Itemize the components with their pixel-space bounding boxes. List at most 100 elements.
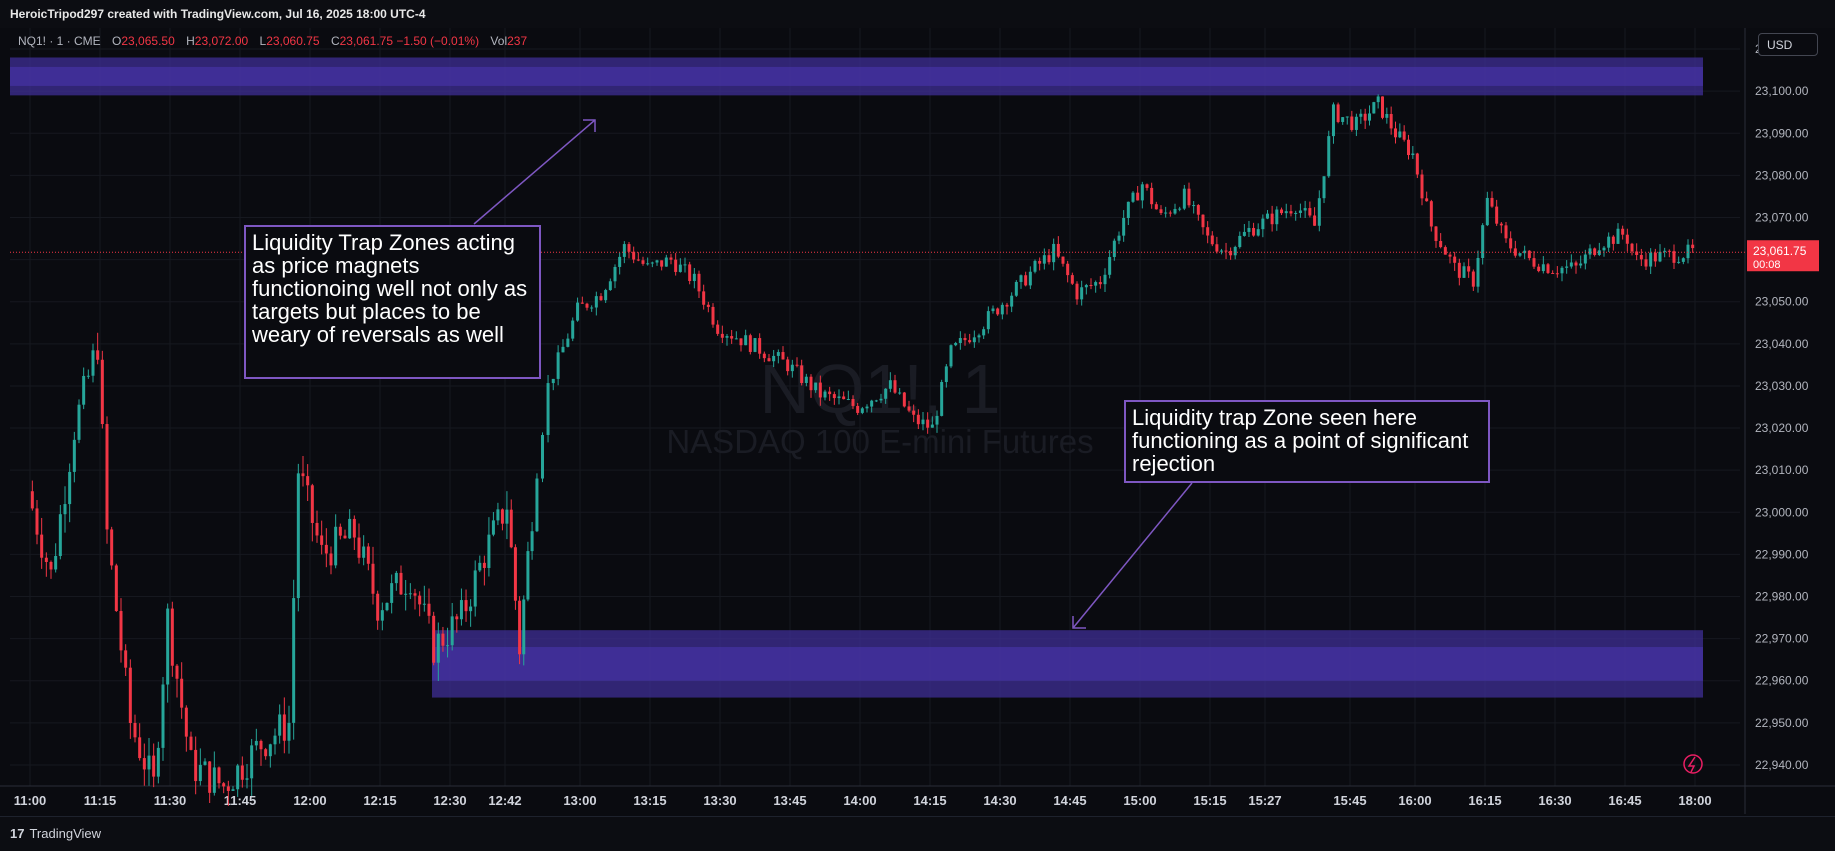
price-chart[interactable]: 22,940.00 22,950.00 22,960.00 22,970.00 22,9…	[0, 28, 1835, 814]
candle-body	[491, 520, 495, 535]
candle-body	[40, 534, 44, 558]
candle-body	[870, 400, 874, 407]
candle-body	[1047, 255, 1051, 263]
liquidity-zone-core	[10, 66, 1703, 86]
candle-body	[408, 593, 412, 595]
candle-body	[921, 419, 925, 425]
symbol-label[interactable]: NQ1! · 1 · CME	[18, 34, 101, 48]
candle-body	[940, 382, 944, 416]
candle-body	[259, 740, 263, 750]
candle-body	[692, 273, 696, 282]
candle-body	[1453, 256, 1457, 263]
candle-body	[1398, 131, 1402, 138]
candle-body	[166, 608, 170, 685]
candle-body	[292, 598, 296, 723]
candle-body	[110, 529, 114, 566]
candle-body	[879, 398, 883, 401]
annotation-bottom[interactable]: Liquidity trap Zone seen here functionin…	[1124, 400, 1490, 483]
candle-body	[968, 340, 972, 343]
candle-body	[278, 714, 282, 736]
annotation-top[interactable]: Liquidity Trap Zones acting as price mag…	[244, 225, 541, 379]
candle-body	[1560, 267, 1564, 274]
countdown-value: 00:08	[1753, 259, 1781, 271]
candle-body	[1532, 258, 1536, 267]
x-tick-label: 16:30	[1538, 793, 1571, 808]
candle-body	[963, 338, 967, 341]
candle-body	[301, 473, 305, 477]
candle-body	[1233, 246, 1237, 256]
x-tick-label: 13:00	[563, 793, 596, 808]
candle-body	[1376, 96, 1380, 103]
candle-body	[972, 337, 976, 343]
candle-body	[49, 561, 53, 570]
candle-body	[949, 345, 953, 367]
candle-body	[1415, 153, 1419, 175]
candle-body	[1363, 113, 1367, 121]
candle-body	[541, 434, 544, 479]
candle-body	[91, 350, 95, 376]
candle-body	[1350, 116, 1354, 130]
candle-body	[1616, 228, 1620, 244]
candle-body	[138, 737, 142, 759]
candle-body	[1385, 113, 1389, 118]
candle-body	[1644, 259, 1648, 267]
candle-body	[1098, 282, 1102, 285]
candle-body	[1331, 104, 1335, 137]
candle-body	[977, 335, 981, 338]
y-tick-label: 23,050.00	[1755, 295, 1809, 309]
watermark-name: NASDAQ 100 E-mini Futures	[666, 423, 1093, 460]
candle-body	[1476, 257, 1480, 287]
x-tick-label: 16:15	[1468, 793, 1501, 808]
candle-body	[413, 593, 417, 596]
candle-body	[1658, 251, 1662, 262]
candle-body	[1420, 174, 1424, 199]
currency-button[interactable]: USD	[1758, 33, 1818, 56]
tradingview-logo[interactable]: 17 TradingView	[10, 826, 101, 841]
candle-body	[1303, 208, 1307, 211]
candle-body	[184, 707, 188, 737]
candle-body	[296, 473, 300, 599]
candle-body	[1407, 139, 1410, 156]
arrow-head-bottom	[1072, 616, 1086, 629]
candle-body	[1588, 248, 1592, 255]
candle-body	[1402, 131, 1406, 140]
x-tick-label: 11:30	[154, 793, 187, 808]
y-tick-label: 23,070.00	[1755, 211, 1809, 225]
x-tick-label: 15:27	[1248, 793, 1281, 808]
candle-body	[236, 765, 240, 790]
candle-body	[1308, 208, 1312, 216]
ohlc-legend: NQ1! · 1 · CME O23,065.50 H23,072.00 L23…	[18, 34, 527, 48]
y-tick-label: 22,940.00	[1755, 758, 1809, 772]
candle-body	[1527, 250, 1531, 259]
candle-body	[622, 244, 626, 257]
candle-body	[1583, 254, 1587, 264]
candle-body	[608, 281, 612, 291]
candle-body	[376, 593, 380, 621]
candle-body	[1224, 250, 1228, 252]
candle-body	[329, 553, 333, 566]
candle-body	[385, 602, 389, 611]
candle-body	[1056, 243, 1060, 257]
candle-body	[1270, 213, 1274, 225]
candle-body	[1490, 197, 1494, 207]
candle-body	[1495, 206, 1499, 224]
change-value: −1.50 (−0.01%)	[396, 34, 480, 48]
candle-body	[1345, 116, 1349, 118]
candle-body	[1066, 263, 1070, 276]
candle-body	[1154, 204, 1158, 210]
candle-body	[1607, 236, 1611, 248]
candle-body	[846, 399, 850, 401]
candle-body	[618, 256, 622, 267]
candle-body	[1579, 263, 1583, 266]
candle-body	[1551, 272, 1555, 274]
candle-body	[1649, 252, 1653, 267]
x-tick-label: 16:45	[1608, 793, 1641, 808]
candle-body	[390, 583, 394, 603]
candle-body	[1471, 271, 1475, 287]
candle-body	[674, 259, 678, 272]
candle-body	[1042, 255, 1046, 264]
candle-body	[1691, 244, 1695, 249]
candle-body	[1164, 212, 1168, 214]
chart-area[interactable]: 22,940.00 22,950.00 22,960.00 22,970.00 22,9…	[0, 28, 1835, 814]
candle-body	[1518, 253, 1522, 256]
